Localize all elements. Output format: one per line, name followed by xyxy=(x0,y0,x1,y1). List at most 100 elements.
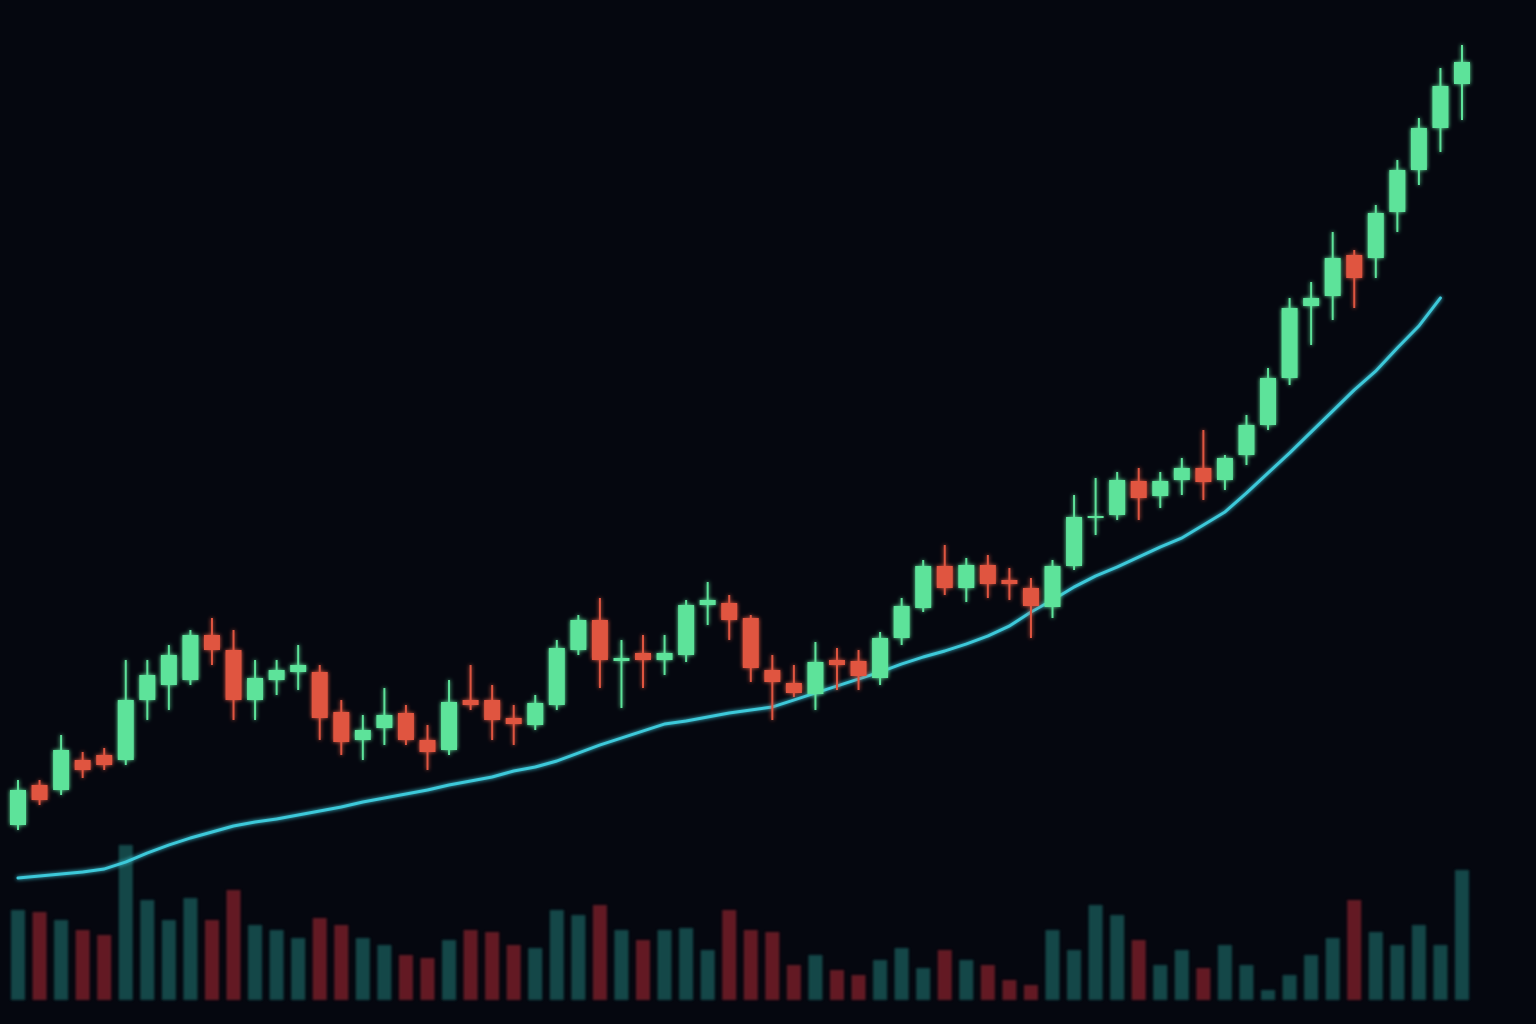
candle-body xyxy=(1260,378,1277,425)
volume-bar xyxy=(248,925,263,1000)
volume-bar xyxy=(636,940,651,1000)
candle-body xyxy=(484,700,501,720)
volume-bar xyxy=(592,905,607,1000)
volume-bar xyxy=(140,900,155,1000)
candle-body xyxy=(678,605,695,655)
candle-body xyxy=(441,702,458,750)
volume-bar xyxy=(377,945,392,1000)
candle-body xyxy=(936,566,953,588)
volume-bar xyxy=(204,920,219,1000)
volume-bar xyxy=(355,938,370,1000)
volume-bar xyxy=(1153,965,1168,1000)
candle-body xyxy=(1281,308,1298,378)
volume-bar xyxy=(183,898,198,1000)
volume-bar xyxy=(1304,955,1319,1000)
volume-bar xyxy=(1131,940,1146,1000)
volume-bar xyxy=(1411,925,1426,1000)
volume-bar xyxy=(614,930,629,1000)
volume-bar xyxy=(743,930,758,1000)
volume-bar xyxy=(75,930,90,1000)
candle-body xyxy=(1324,258,1341,296)
volume-bar xyxy=(528,948,543,1000)
candle-body xyxy=(1367,213,1384,258)
volume-bar xyxy=(571,915,586,1000)
candle-body xyxy=(527,703,544,725)
volume-bar xyxy=(786,965,801,1000)
candle-body xyxy=(807,662,824,694)
candle-body xyxy=(419,740,436,752)
volume-bar xyxy=(32,912,47,1000)
volume-bar xyxy=(54,920,69,1000)
volume-bar xyxy=(959,960,974,1000)
candle-body xyxy=(505,718,522,724)
volume-bar xyxy=(11,910,25,1000)
candle-body xyxy=(31,785,48,800)
candle-body xyxy=(915,566,932,608)
candle-body xyxy=(96,755,113,765)
candle-body xyxy=(160,655,177,685)
candle-body xyxy=(613,658,630,661)
volume-bar xyxy=(485,932,500,1000)
volume-bar xyxy=(97,935,112,1000)
volume-bar xyxy=(442,940,457,1000)
candle-body xyxy=(1195,468,1212,482)
volume-bar xyxy=(334,925,349,1000)
volume-bar xyxy=(161,920,176,1000)
volume-bar xyxy=(980,965,995,1000)
volume-bar xyxy=(894,948,909,1000)
candle-body xyxy=(74,760,91,770)
candle-body xyxy=(1389,170,1406,212)
moving-average-line xyxy=(16,296,1442,880)
candle-body xyxy=(247,678,264,700)
volume-bar xyxy=(873,960,888,1000)
candle-body xyxy=(10,790,26,825)
candle-layer xyxy=(10,45,1470,830)
candle-body xyxy=(1410,128,1427,170)
candle-body xyxy=(850,661,867,676)
volume-bar xyxy=(506,945,521,1000)
candle-body xyxy=(203,635,220,650)
volume-bar xyxy=(1325,938,1340,1000)
candle-body xyxy=(548,648,565,705)
volume-bar xyxy=(851,975,866,1000)
volume-bar xyxy=(722,910,737,1000)
candle-body xyxy=(591,620,608,660)
candle-body xyxy=(699,600,716,605)
volume-bar xyxy=(1347,900,1362,1000)
volume-bar xyxy=(1390,945,1405,1000)
volume-bar xyxy=(1174,950,1189,1000)
candle-body xyxy=(1109,480,1126,515)
volume-bar xyxy=(420,958,435,1000)
volume-bar xyxy=(226,890,241,1000)
volume-bar xyxy=(1455,870,1469,1000)
volume-bar xyxy=(1002,980,1017,1000)
candle-body xyxy=(958,565,975,588)
volume-bar xyxy=(657,930,672,1000)
candle-body xyxy=(290,665,307,672)
candle-body xyxy=(742,618,759,668)
candle-body xyxy=(785,683,802,693)
volume-bar xyxy=(291,938,306,1000)
candle-body xyxy=(333,712,350,742)
candle-body xyxy=(1432,86,1449,128)
candle-body xyxy=(1087,516,1104,518)
volume-bar xyxy=(1282,975,1297,1000)
volume-bar xyxy=(398,955,413,1000)
candle-body xyxy=(1066,517,1083,566)
volume-bar xyxy=(1045,930,1060,1000)
volume-bar xyxy=(700,950,715,1000)
candle-body xyxy=(225,650,242,700)
candle-body xyxy=(311,672,328,718)
volume-bar xyxy=(1023,985,1038,1000)
volume-bar xyxy=(118,845,133,1000)
candle-body xyxy=(828,660,845,665)
candle-body xyxy=(397,713,414,740)
volume-bar xyxy=(549,910,564,1000)
volume-bar xyxy=(269,930,284,1000)
ma-layer xyxy=(16,296,1442,880)
volume-bar xyxy=(1368,932,1383,1000)
volume-bar xyxy=(765,932,780,1000)
volume-bar xyxy=(808,955,823,1000)
